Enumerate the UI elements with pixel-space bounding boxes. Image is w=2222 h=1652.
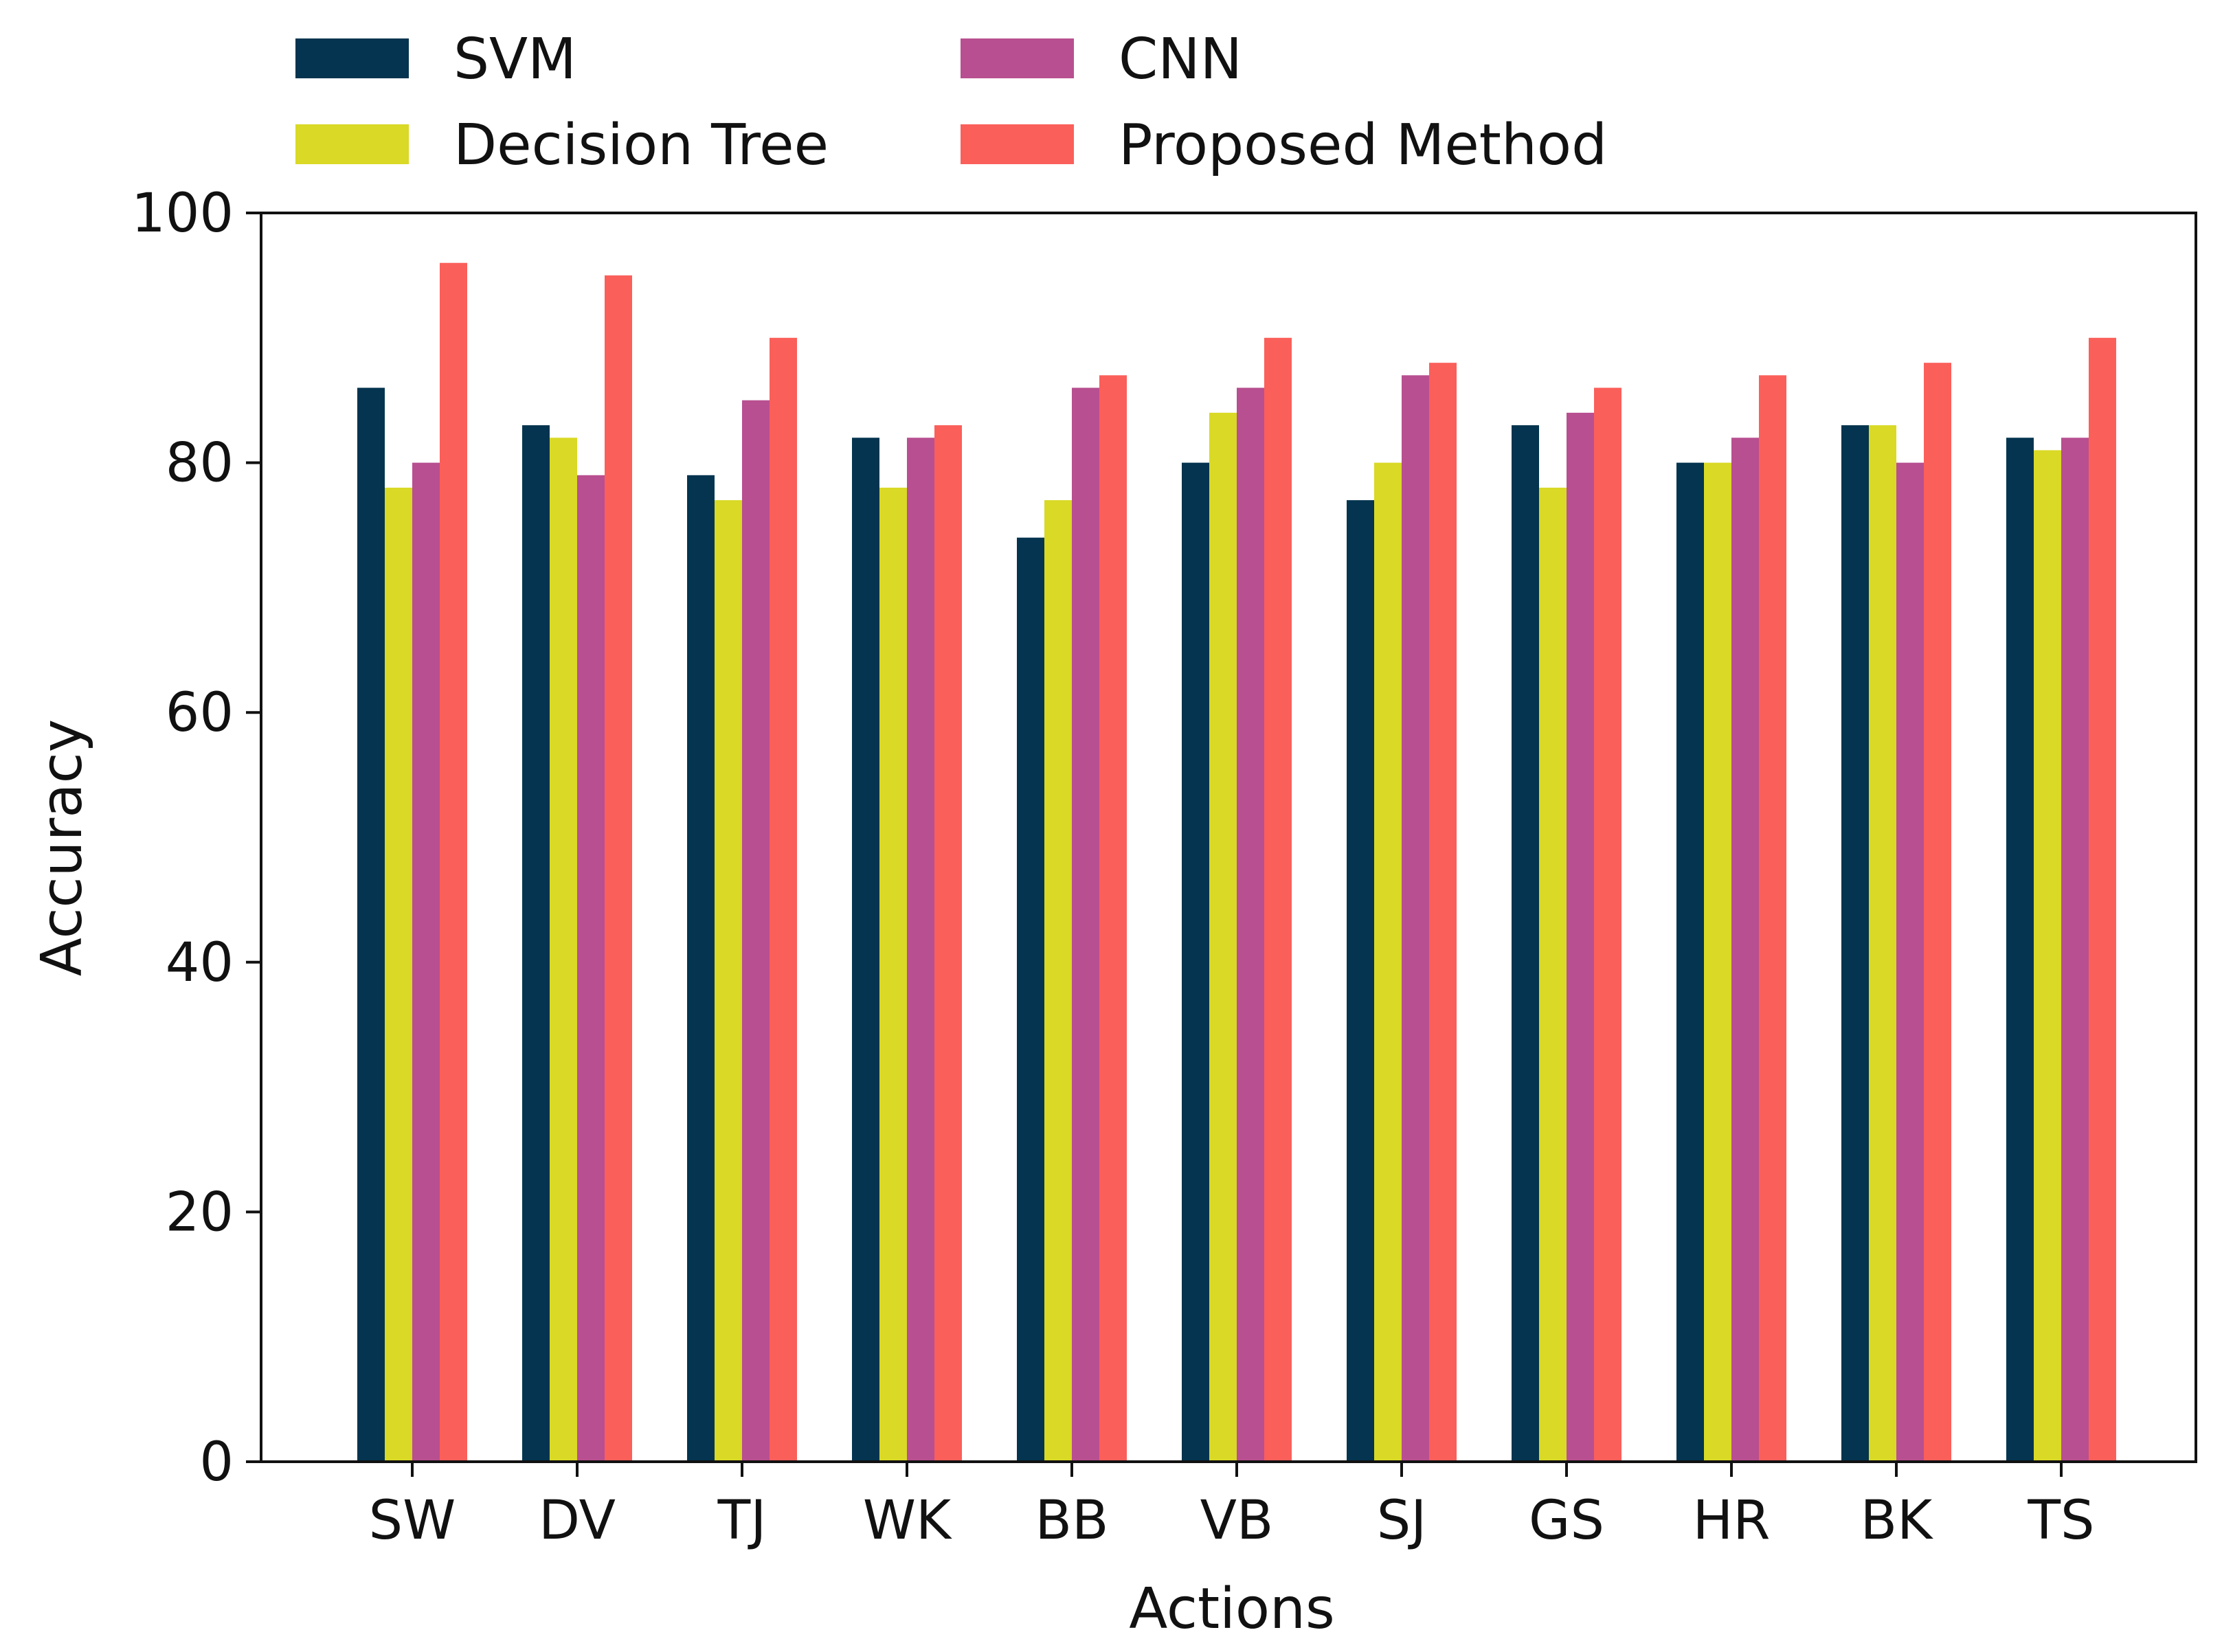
- bar-svm-vb: [1182, 462, 1209, 1462]
- x-tick-label-bk: BK: [1861, 1490, 1934, 1552]
- axes-layer: 0 20 40 60 80 100 SW DV TJ WK BB VB SJ GS HR BK TS: [131, 183, 2197, 1552]
- legend-label-svm: SVM: [453, 27, 576, 92]
- bar-decision-tree-gs: [1539, 487, 1567, 1462]
- bar-proposed-method-sj: [1429, 363, 1457, 1462]
- bar-cnn-bk: [1896, 462, 1924, 1462]
- bar-proposed-method-ts: [2089, 337, 2116, 1462]
- bar-proposed-method-hr: [1759, 375, 1786, 1462]
- x-axis-title: Actions: [1129, 1576, 1335, 1642]
- legend-swatch-svm: [295, 38, 409, 78]
- bar-proposed-method-dv: [605, 275, 632, 1462]
- bar-decision-tree-ts: [2034, 450, 2061, 1462]
- bar-cnn-vb: [1237, 387, 1264, 1462]
- bar-decision-tree-bk: [1869, 425, 1896, 1462]
- bar-proposed-method-gs: [1594, 387, 1621, 1462]
- bar-cnn-dv: [577, 475, 605, 1462]
- x-tick-label-bb: BB: [1035, 1490, 1108, 1552]
- x-tick-label-sj: SJ: [1377, 1490, 1427, 1552]
- bar-cnn-wk: [907, 438, 934, 1462]
- x-tick-label-vb: VB: [1200, 1490, 1274, 1552]
- bar-cnn-bb: [1072, 387, 1099, 1462]
- bar-svm-wk: [852, 438, 879, 1462]
- bar-decision-tree-dv: [550, 438, 577, 1462]
- x-tick-label-sw: SW: [369, 1490, 456, 1552]
- bar-proposed-method-bk: [1924, 363, 1951, 1462]
- y-tick-label-40: 40: [166, 932, 234, 994]
- bar-svm-hr: [1676, 462, 1704, 1462]
- bar-cnn-gs: [1567, 412, 1594, 1462]
- bar-decision-tree-sw: [385, 487, 412, 1462]
- x-tick-label-gs: GS: [1529, 1490, 1604, 1552]
- bar-cnn-hr: [1731, 438, 1759, 1462]
- x-tick-label-wk: WK: [863, 1490, 952, 1552]
- bar-svm-gs: [1512, 425, 1539, 1462]
- plot-frame: [260, 212, 2197, 1463]
- bar-proposed-method-bb: [1099, 375, 1127, 1462]
- y-tick-label-20: 20: [166, 1181, 234, 1243]
- x-tick-label-hr: HR: [1693, 1490, 1771, 1552]
- y-tick-label-60: 60: [166, 682, 234, 744]
- bar-decision-tree-wk: [879, 487, 907, 1462]
- bar-cnn-sw: [412, 462, 440, 1462]
- y-tick-label-80: 80: [166, 433, 234, 495]
- bar-svm-ts: [2006, 438, 2034, 1462]
- legend: SVM Decision Tree CNN Proposed Method: [295, 27, 1607, 178]
- legend-swatch-cnn: [961, 38, 1074, 78]
- bar-proposed-method-sw: [440, 262, 467, 1462]
- bar-svm-bb: [1017, 537, 1044, 1462]
- bar-svm-sj: [1347, 500, 1374, 1462]
- bar-svm-tj: [687, 475, 715, 1462]
- bars-layer: [357, 262, 2116, 1462]
- x-tick-label-ts: TS: [2027, 1490, 2094, 1552]
- bar-decision-tree-vb: [1209, 412, 1237, 1462]
- bar-svm-bk: [1841, 425, 1869, 1462]
- y-tick-label-0: 0: [199, 1432, 234, 1493]
- bar-cnn-sj: [1402, 375, 1429, 1462]
- bar-proposed-method-wk: [934, 425, 962, 1462]
- bar-decision-tree-bb: [1044, 500, 1072, 1462]
- legend-label-cnn: CNN: [1119, 27, 1242, 92]
- x-tick-label-dv: DV: [539, 1490, 616, 1552]
- legend-swatch-proposed-method: [961, 124, 1074, 164]
- bar-cnn-tj: [742, 400, 770, 1462]
- bar-proposed-method-vb: [1264, 337, 1292, 1462]
- bar-decision-tree-hr: [1704, 462, 1731, 1462]
- legend-label-decision-tree: Decision Tree: [453, 113, 829, 178]
- x-tick-label-tj: TJ: [717, 1490, 767, 1552]
- bar-decision-tree-sj: [1374, 462, 1402, 1462]
- legend-swatch-decision-tree: [295, 124, 409, 164]
- bar-svm-dv: [522, 425, 550, 1462]
- bar-cnn-ts: [2061, 438, 2089, 1462]
- bar-proposed-method-tj: [770, 337, 797, 1462]
- bar-decision-tree-tj: [715, 500, 742, 1462]
- y-tick-label-100: 100: [131, 183, 234, 245]
- legend-label-proposed-method: Proposed Method: [1119, 113, 1607, 178]
- bar-svm-sw: [357, 387, 385, 1462]
- y-axis-title: Accuracy: [30, 719, 95, 976]
